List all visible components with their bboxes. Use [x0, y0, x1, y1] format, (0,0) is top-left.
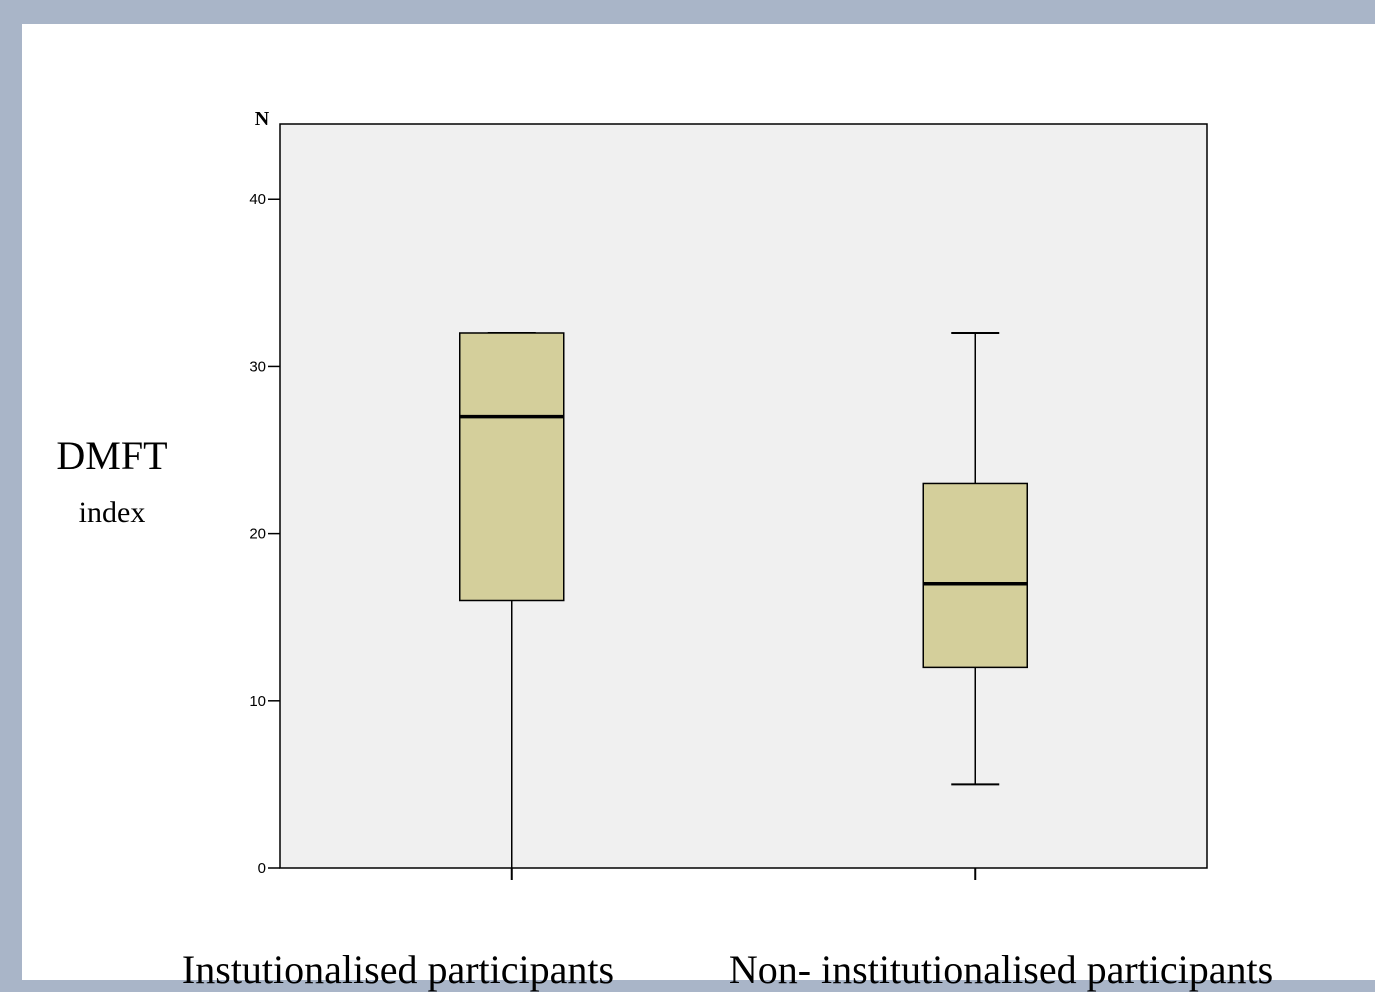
box-plot-2 [922, 331, 1028, 880]
iqr-box [459, 332, 565, 602]
box-plot-1 [459, 331, 565, 880]
y-axis-ticks: 0 10 20 30 40 [249, 191, 280, 877]
y-axis-top-label: N [255, 108, 270, 130]
x-category-label-non-institutionalised: Non- institutionalised participants [728, 947, 1274, 992]
y-axis-label: DMFT [56, 433, 168, 478]
y-tick-label: 0 [258, 860, 266, 877]
x-category-label-institutionalised: Instutionalised participants [181, 947, 615, 992]
y-tick-label: 40 [249, 191, 266, 208]
boxplot-chart: N 0 10 20 30 40 [249, 108, 1208, 880]
y-tick-label: 10 [249, 693, 266, 710]
y-tick-label: 30 [249, 358, 266, 375]
iqr-box [922, 482, 1028, 669]
y-tick-label: 20 [249, 526, 266, 543]
box-group [459, 331, 1028, 880]
chart-frame: N 0 10 20 30 40 DMFT index Instutionalised p… [22, 24, 1375, 990]
y-axis-sublabel: index [78, 496, 146, 529]
plot-area [279, 123, 1208, 869]
